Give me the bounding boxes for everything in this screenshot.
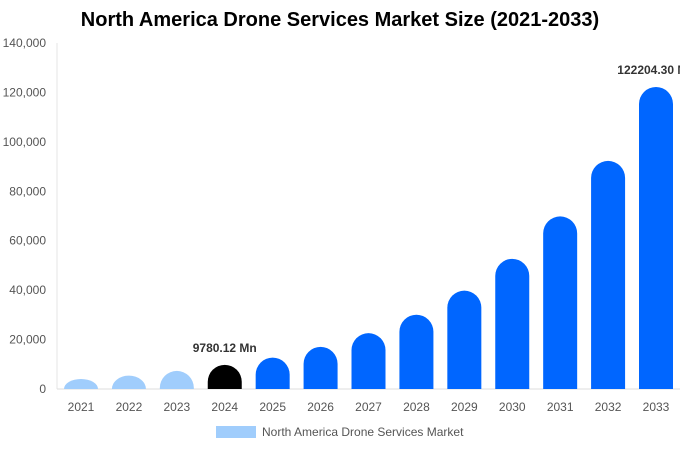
x-tick-label: 2031	[547, 400, 574, 414]
x-tick-label: 2024	[211, 400, 238, 414]
bar-2027	[351, 333, 386, 389]
bar-2022	[111, 375, 146, 389]
bar-2029	[447, 290, 482, 389]
x-tick-label: 2030	[499, 400, 526, 414]
y-tick-label: 60,000	[9, 234, 46, 248]
legend-label: North America Drone Services Market	[262, 425, 464, 439]
bar-2031	[543, 216, 578, 389]
bar-2026	[303, 346, 338, 389]
y-tick-label: 0	[39, 382, 46, 396]
x-tick-label: 2021	[68, 400, 95, 414]
data-label-2033: 122204.30 Mn	[617, 63, 680, 77]
x-tick-label: 2026	[307, 400, 334, 414]
y-tick-label: 140,000	[3, 36, 47, 50]
x-tick-label: 2025	[259, 400, 286, 414]
y-tick-label: 100,000	[3, 135, 47, 149]
x-tick-label: 2022	[116, 400, 143, 414]
x-tick-label: 2027	[355, 400, 382, 414]
bar-2024	[207, 364, 242, 389]
legend-swatch	[216, 426, 256, 438]
bar-2025	[255, 357, 290, 389]
bar-2033	[639, 86, 673, 389]
y-tick-label: 40,000	[9, 283, 46, 297]
y-tick-label: 120,000	[3, 85, 47, 99]
chart-title: North America Drone Services Market Size…	[80, 9, 600, 31]
legend[interactable]: North America Drone Services Market	[216, 425, 463, 439]
bar-2030	[495, 258, 530, 389]
y-tick-label: 80,000	[9, 184, 46, 198]
x-tick-label: 2029	[451, 400, 478, 414]
x-tick-label: 2023	[163, 400, 190, 414]
bar-2032	[591, 160, 626, 389]
bar-2021	[64, 378, 98, 389]
bar-2028	[399, 314, 434, 389]
y-tick-label: 20,000	[9, 333, 46, 347]
x-tick-label: 2032	[595, 400, 622, 414]
data-label-2024: 9780.12 Mn	[193, 341, 257, 355]
x-tick-label: 2028	[403, 400, 430, 414]
bar-2023	[159, 370, 194, 389]
x-tick-label: 2033	[643, 400, 670, 414]
